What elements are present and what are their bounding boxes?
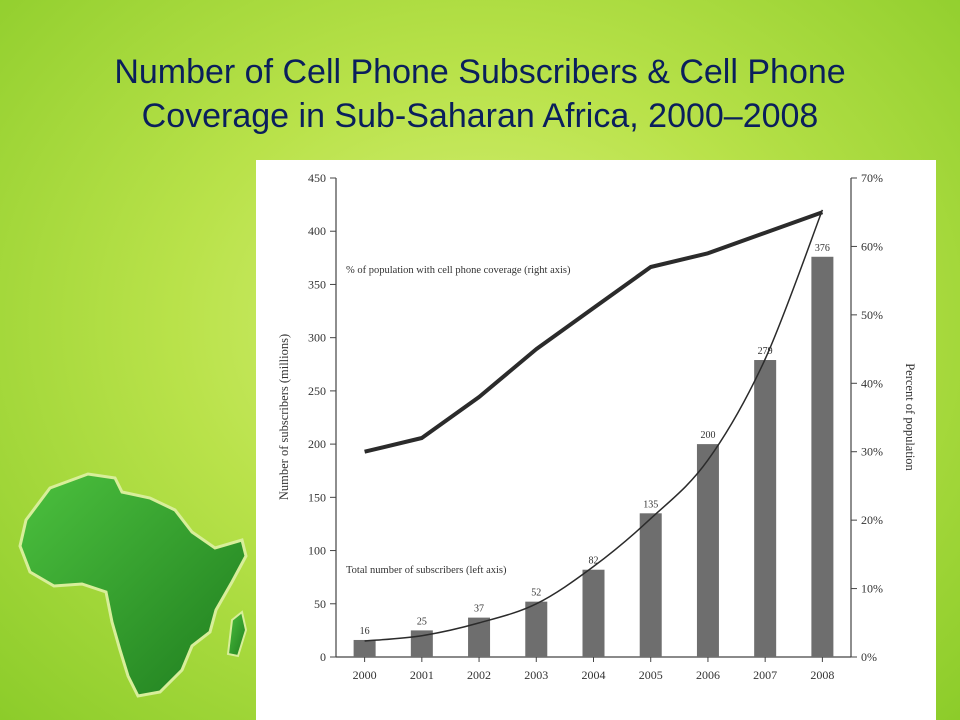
right-axis-ticks: 0% 10% 20% 30% 40% 50% 60% 70% <box>851 171 883 664</box>
bar-value-label: 279 <box>758 346 773 357</box>
x-tick-label: 2008 <box>810 668 834 682</box>
bar-value-label: 16 <box>360 626 370 637</box>
left-axis-title: Number of subscribers (millions) <box>277 334 291 500</box>
bar-2003 <box>525 601 548 657</box>
bar-2004 <box>582 569 605 657</box>
left-tick-label: 450 <box>308 171 326 185</box>
x-tick-label: 2001 <box>410 668 434 682</box>
bar-2005 <box>639 513 662 657</box>
bar-value-label: 376 <box>815 243 830 254</box>
bar-value-label: 200 <box>700 430 715 441</box>
right-tick-label: 40% <box>861 376 883 390</box>
left-axis-ticks: 0 50 100 150 200 250 300 350 400 450 <box>308 171 336 664</box>
x-tick-label: 2003 <box>524 668 548 682</box>
right-tick-label: 50% <box>861 308 883 322</box>
left-tick-label: 150 <box>308 490 326 504</box>
left-tick-label: 100 <box>308 544 326 558</box>
x-tick-label: 2000 <box>353 668 377 682</box>
madagascar-shape <box>226 610 248 658</box>
bar-2006 <box>696 444 719 657</box>
right-axis-title: Percent of population <box>903 363 917 471</box>
slide-title: Number of Cell Phone Subscribers & Cell … <box>0 50 960 138</box>
africa-map-icon <box>18 472 248 698</box>
x-axis-tick-labels: 2000 2001 2002 2003 2004 2005 2006 2007 2008 <box>353 657 834 682</box>
right-tick-label: 20% <box>861 513 883 527</box>
x-tick-label: 2004 <box>582 668 606 682</box>
left-tick-label: 50 <box>314 597 326 611</box>
right-tick-label: 30% <box>861 445 883 459</box>
bar-value-label: 82 <box>589 556 599 567</box>
bar-value-label: 37 <box>474 604 484 615</box>
left-tick-label: 300 <box>308 331 326 345</box>
x-tick-label: 2007 <box>753 668 777 682</box>
chart-panel: 0 50 100 150 200 250 300 350 400 450 0% 10% 20% 30% 4… <box>256 160 936 720</box>
slide-title-line1: Number of Cell Phone Subscribers & Cell … <box>114 53 846 91</box>
bar-2000 <box>353 639 376 657</box>
bar-2002 <box>468 617 491 657</box>
right-tick-label: 60% <box>861 239 883 253</box>
left-tick-label: 200 <box>308 437 326 451</box>
coverage-line <box>364 210 824 454</box>
subscriber-trend-curve <box>364 209 824 642</box>
right-tick-label: 70% <box>861 171 883 185</box>
bar-2007 <box>754 360 777 657</box>
subscribers-series-label: Total number of subscribers (left axis) <box>346 565 507 576</box>
slide-title-line2: Coverage in Sub-Saharan Africa, 2000–200… <box>141 97 819 135</box>
africa-continent-shape <box>18 472 248 698</box>
bar-data-labels: 16 25 37 52 82 135 200 279 376 <box>360 243 830 637</box>
x-tick-label: 2005 <box>639 668 663 682</box>
subscribers-coverage-chart: 0 50 100 150 200 250 300 350 400 450 0% 10% 20% 30% 4… <box>277 171 917 682</box>
left-tick-label: 350 <box>308 277 326 291</box>
bar-value-label: 52 <box>531 588 541 599</box>
x-tick-label: 2002 <box>467 668 491 682</box>
coverage-series-label: % of population with cell phone coverage… <box>346 265 571 276</box>
right-tick-label: 0% <box>861 650 877 664</box>
left-tick-label: 250 <box>308 384 326 398</box>
subscriber-bars <box>353 256 834 657</box>
bar-2008 <box>811 256 834 657</box>
left-tick-label: 0 <box>320 650 326 664</box>
bar-value-label: 25 <box>417 616 427 627</box>
right-tick-label: 10% <box>861 582 883 596</box>
x-tick-label: 2006 <box>696 668 720 682</box>
bar-value-label: 135 <box>643 499 658 510</box>
left-tick-label: 400 <box>308 224 326 238</box>
